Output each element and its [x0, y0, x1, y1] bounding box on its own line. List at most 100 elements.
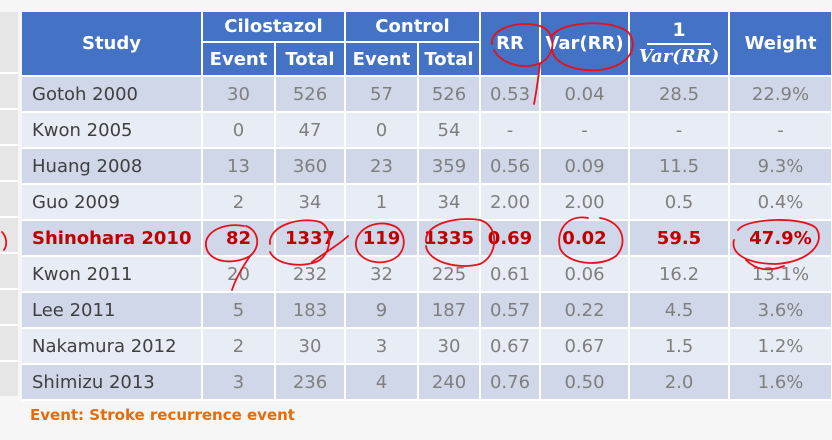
inverse-variance-denominator: Var(RR) [638, 45, 720, 67]
weight-value: - [729, 112, 832, 149]
var-rr-value: - [540, 112, 631, 149]
header-cilostazol-total: Total [275, 42, 346, 77]
study-name: Gotoh 2000 [22, 76, 203, 113]
var-rr-value: 0.06 [540, 256, 631, 293]
header-control-total: Total [418, 42, 482, 77]
control-event: 0 [345, 112, 419, 149]
cilostazol-total: 236 [275, 364, 346, 401]
cilostazol-total: 360 [275, 148, 346, 185]
weight-value: 47.9% [729, 220, 832, 257]
control-total: 240 [418, 364, 482, 401]
var-rr-value: 2.00 [540, 184, 631, 221]
var-rr-value: 0.04 [540, 76, 631, 113]
table-row: Nakamura 2012 2 30 3 30 0.67 0.67 1.5 1.… [22, 328, 832, 365]
cilostazol-total: 526 [275, 76, 346, 113]
weight-value: 3.6% [729, 292, 832, 329]
inverse-variance-numerator: 1 [672, 18, 686, 41]
cilostazol-event: 5 [202, 292, 276, 329]
table-row: Shimizu 2013 3 236 4 240 0.76 0.50 2.0 1… [22, 364, 832, 401]
var-rr-value: 0.67 [540, 328, 631, 365]
header-cilostazol: Cilostazol [202, 12, 346, 43]
control-total: 526 [418, 76, 482, 113]
cilostazol-event: 30 [202, 76, 276, 113]
weight-value: 1.6% [729, 364, 832, 401]
table-row: Kwon 2005 0 47 0 54 - - - - [22, 112, 832, 149]
study-name: Kwon 2005 [22, 112, 203, 149]
inverse-variance-value: - [629, 112, 731, 149]
study-name: Lee 2011 [22, 292, 203, 329]
rr-value: 2.00 [480, 184, 542, 221]
meta-analysis-table: Study Cilostazol Control RR Var(RR) 1 Va… [22, 12, 832, 401]
inverse-variance-value: 16.2 [629, 256, 731, 293]
control-event: 57 [345, 76, 419, 113]
header-rr: RR [480, 12, 542, 77]
cilostazol-event: 0 [202, 112, 276, 149]
cilostazol-event: 20 [202, 256, 276, 293]
inverse-variance-value: 2.0 [629, 364, 731, 401]
control-event: 4 [345, 364, 419, 401]
rr-value: 0.76 [480, 364, 542, 401]
study-name: Shimizu 2013 [22, 364, 203, 401]
rr-value: 0.56 [480, 148, 542, 185]
cilostazol-total: 1337 [275, 220, 346, 257]
control-total: 187 [418, 292, 482, 329]
rr-value: 0.67 [480, 328, 542, 365]
header-study: Study [22, 12, 203, 77]
cilostazol-event: 13 [202, 148, 276, 185]
cilostazol-total: 34 [275, 184, 346, 221]
control-event: 23 [345, 148, 419, 185]
cilostazol-event: 3 [202, 364, 276, 401]
inverse-variance-value: 28.5 [629, 76, 731, 113]
control-total: 34 [418, 184, 482, 221]
control-total: 359 [418, 148, 482, 185]
rr-value: 0.61 [480, 256, 542, 293]
header-inverse-variance: 1 Var(RR) [629, 12, 731, 77]
footnote: Event: Stroke recurrence event [30, 406, 295, 424]
var-rr-value: 0.22 [540, 292, 631, 329]
header-var-rr: Var(RR) [540, 12, 631, 77]
cilostazol-total: 232 [275, 256, 346, 293]
inverse-variance-value: 4.5 [629, 292, 731, 329]
control-total: 1335 [418, 220, 482, 257]
weight-value: 9.3% [729, 148, 832, 185]
study-name: Huang 2008 [22, 148, 203, 185]
control-event: 32 [345, 256, 419, 293]
table-row-highlighted: Shinohara 2010 82 1337 119 1335 0.69 0.0… [22, 220, 832, 257]
inverse-variance-value: 59.5 [629, 220, 731, 257]
inverse-variance-value: 1.5 [629, 328, 731, 365]
var-rr-value: 0.09 [540, 148, 631, 185]
inverse-variance-value: 11.5 [629, 148, 731, 185]
weight-value: 1.2% [729, 328, 832, 365]
var-rr-value: 0.50 [540, 364, 631, 401]
control-event: 9 [345, 292, 419, 329]
study-name: Nakamura 2012 [22, 328, 203, 365]
cilostazol-event: 2 [202, 184, 276, 221]
control-total: 54 [418, 112, 482, 149]
var-rr-value: 0.02 [540, 220, 631, 257]
rr-value: 0.53 [480, 76, 542, 113]
control-event: 119 [345, 220, 419, 257]
rr-value: 0.69 [480, 220, 542, 257]
cilostazol-event: 2 [202, 328, 276, 365]
study-name: Shinohara 2010 [22, 220, 203, 257]
cilostazol-total: 183 [275, 292, 346, 329]
table-row: Lee 2011 5 183 9 187 0.57 0.22 4.5 3.6% [22, 292, 832, 329]
left-panel-edge [0, 12, 18, 396]
rr-value: - [480, 112, 542, 149]
inverse-variance-value: 0.5 [629, 184, 731, 221]
weight-value: 0.4% [729, 184, 832, 221]
control-event: 1 [345, 184, 419, 221]
rr-value: 0.57 [480, 292, 542, 329]
header-control-event: Event [345, 42, 419, 77]
study-name: Kwon 2011 [22, 256, 203, 293]
cilostazol-total: 47 [275, 112, 346, 149]
weight-value: 22.9% [729, 76, 832, 113]
control-total: 225 [418, 256, 482, 293]
table-row: Kwon 2011 20 232 32 225 0.61 0.06 16.2 1… [22, 256, 832, 293]
study-name: Guo 2009 [22, 184, 203, 221]
cilostazol-event: 82 [202, 220, 276, 257]
control-event: 3 [345, 328, 419, 365]
header-weight: Weight [729, 12, 832, 77]
table-row: Gotoh 2000 30 526 57 526 0.53 0.04 28.5 … [22, 76, 832, 113]
